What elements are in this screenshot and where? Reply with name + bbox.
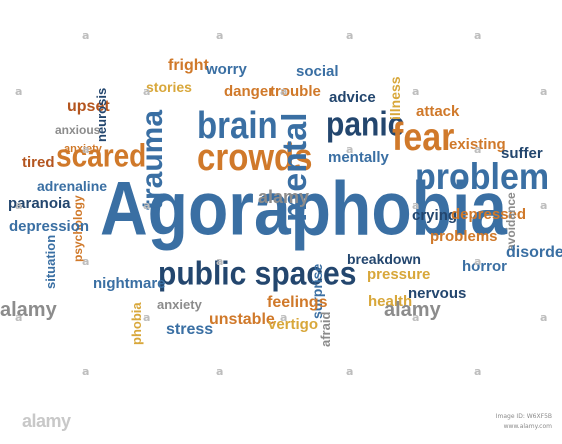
cloud-word: phobia: [129, 302, 144, 345]
watermark-mark: a: [216, 365, 224, 378]
watermark-mark: a: [474, 255, 482, 268]
watermark-mark: a: [346, 29, 354, 42]
cloud-word: upset: [67, 98, 110, 115]
watermark-mark: a: [216, 29, 224, 42]
cloud-word: fright: [168, 57, 209, 74]
watermark-mark: a: [15, 85, 23, 98]
watermark-mark: a: [540, 85, 548, 98]
cloud-word: suffer: [501, 145, 543, 162]
watermark-mark: a: [540, 199, 548, 212]
cloud-word: alamy: [384, 299, 441, 321]
cloud-word: adrenaline: [37, 178, 108, 194]
cloud-word: crowds: [197, 135, 313, 179]
watermark-mark: a: [82, 255, 90, 268]
watermark-mark: a: [474, 29, 482, 42]
watermark-mark: a: [143, 199, 151, 212]
cloud-word: alamy: [258, 187, 310, 207]
watermark-mark: a: [474, 365, 482, 378]
cloud-word: anxious: [55, 123, 101, 137]
cloud-word: nightmare: [93, 275, 166, 292]
watermark-mark: a: [540, 311, 548, 324]
cloud-word: advice: [329, 89, 376, 106]
watermark-mark: a: [15, 199, 23, 212]
watermark-mark: a: [474, 143, 482, 156]
watermark-mark: a: [346, 365, 354, 378]
watermark-mark: a: [412, 311, 420, 324]
cloud-word: fear: [392, 115, 455, 160]
cloud-word: situation: [43, 234, 58, 289]
cloud-word: tired: [22, 154, 55, 171]
cloud-word: crying: [412, 207, 458, 224]
cloud-word: trouble: [270, 83, 321, 100]
watermark-mark: a: [143, 311, 151, 324]
cloud-word: panic: [326, 105, 405, 144]
stock-id: Image ID: W6XF5B www.alamy.com: [496, 412, 552, 431]
cloud-word: alamy: [0, 299, 57, 321]
cloud-word: mentally: [328, 149, 389, 166]
watermark-mark: a: [280, 85, 288, 98]
image-id-line: Image ID: W6XF5B: [495, 413, 552, 420]
cloud-word: existing: [449, 136, 506, 153]
watermark-mark: a: [82, 365, 90, 378]
cloud-word: breakdown: [347, 251, 421, 267]
cloud-word: worry: [206, 61, 247, 78]
stock-logo: alamy: [22, 411, 71, 431]
site-line: www.alamy.com: [503, 422, 552, 430]
cloud-word: problems: [430, 228, 498, 245]
watermark-mark: a: [412, 199, 420, 212]
cloud-word: feelings: [267, 294, 328, 311]
cloud-word: anxiety: [64, 143, 102, 155]
cloud-word: disorder: [506, 244, 562, 261]
watermark-mark: a: [216, 255, 224, 268]
cloud-word: horror: [462, 258, 507, 275]
cloud-word: paranoia: [8, 195, 71, 212]
cloud-word: vertigo: [268, 316, 319, 333]
cloud-word: health: [368, 293, 413, 310]
cloud-word: problem: [415, 155, 550, 198]
cloud-word: depressed: [451, 206, 527, 223]
watermark-mark: a: [82, 143, 90, 156]
watermark-mark: a: [346, 143, 354, 156]
cloud-word: illness: [387, 76, 403, 120]
watermark-mark: a: [15, 311, 23, 324]
cloud-word: afraid: [318, 311, 333, 347]
cloud-word: brain: [197, 103, 278, 147]
cloud-word: anxiety: [157, 297, 202, 312]
cloud-word: attack: [416, 103, 460, 120]
watermark-mark: a: [143, 85, 151, 98]
cloud-word: stories: [146, 79, 192, 95]
cloud-word: pressure: [367, 266, 431, 283]
cloud-word: public spaces: [158, 255, 357, 293]
cloud-word: unstable: [209, 311, 275, 328]
cloud-word: scared: [56, 137, 147, 174]
cloud-word: social: [296, 63, 339, 80]
cloud-word: depression: [9, 218, 90, 235]
cloud-word: stress: [166, 321, 214, 338]
cloud-word: nervous: [408, 285, 467, 302]
watermark-mark: a: [280, 311, 288, 324]
watermark-mark: a: [412, 85, 420, 98]
cloud-word: avoidance: [504, 192, 518, 251]
cloud-word: danger: [224, 83, 275, 100]
watermark-mark: a: [82, 29, 90, 42]
cloud-word: Agoraphobia: [100, 165, 507, 251]
